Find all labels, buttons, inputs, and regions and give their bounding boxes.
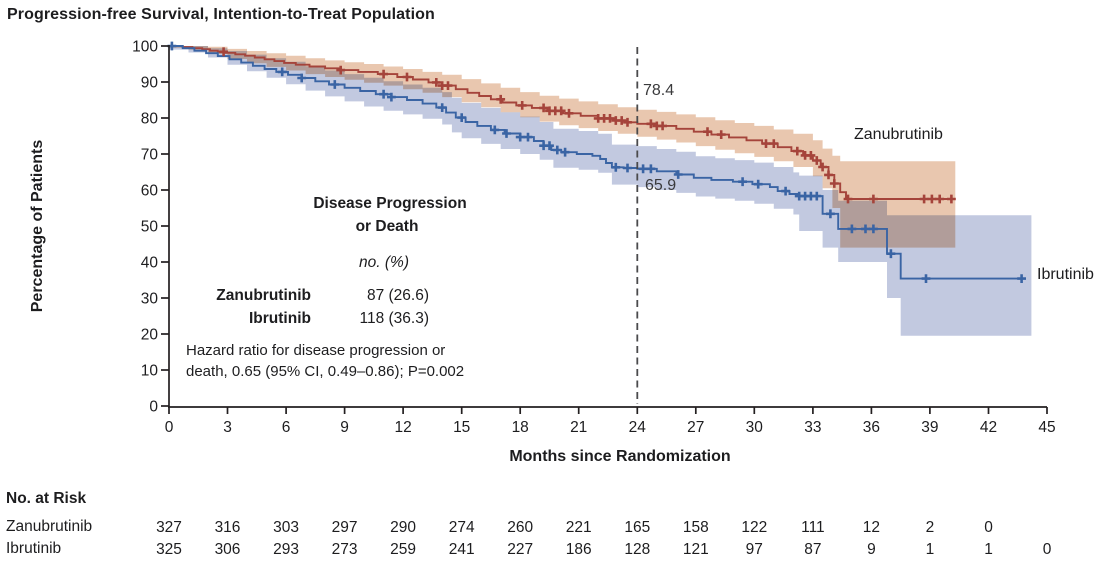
svg-text:122: 122: [741, 519, 767, 536]
svg-text:27: 27: [687, 419, 704, 436]
svg-text:297: 297: [332, 519, 358, 536]
svg-text:327: 327: [156, 519, 182, 536]
svg-text:10: 10: [141, 363, 159, 380]
svg-text:97: 97: [746, 541, 763, 558]
inset-row-zanubrutinib-value: 87 (26.6): [366, 287, 429, 304]
svg-text:303: 303: [273, 519, 299, 536]
pfs-annotation-zanubrutinib: 78.4: [643, 82, 675, 99]
svg-text:90: 90: [141, 75, 159, 92]
svg-text:12: 12: [863, 519, 880, 536]
svg-text:30: 30: [141, 291, 159, 308]
curve-label-zanubrutinib: Zanubrutinib: [854, 126, 943, 143]
pfs-annotation-ibrutinib: 65.9: [645, 177, 677, 194]
svg-text:306: 306: [215, 541, 241, 558]
svg-text:227: 227: [507, 541, 533, 558]
svg-text:241: 241: [449, 541, 475, 558]
svg-text:121: 121: [683, 541, 709, 558]
svg-text:165: 165: [624, 519, 650, 536]
svg-text:30: 30: [746, 419, 764, 436]
svg-text:87: 87: [804, 541, 821, 558]
svg-text:128: 128: [624, 541, 650, 558]
svg-text:186: 186: [566, 541, 592, 558]
inset-row-zanubrutinib-name: Zanubrutinib: [216, 287, 311, 304]
svg-text:70: 70: [141, 147, 159, 164]
svg-text:1: 1: [984, 541, 993, 558]
svg-text:158: 158: [683, 519, 709, 536]
svg-text:60: 60: [141, 183, 159, 200]
svg-text:273: 273: [332, 541, 358, 558]
svg-text:221: 221: [566, 519, 592, 536]
svg-text:9: 9: [867, 541, 876, 558]
svg-text:274: 274: [449, 519, 475, 536]
svg-text:45: 45: [1038, 419, 1055, 436]
svg-text:100: 100: [132, 39, 158, 56]
svg-text:293: 293: [273, 541, 299, 558]
svg-text:111: 111: [801, 519, 825, 536]
hazard-ratio-line1: Hazard ratio for disease progression or: [186, 342, 446, 359]
svg-text:80: 80: [141, 111, 159, 128]
svg-text:259: 259: [390, 541, 416, 558]
svg-text:325: 325: [156, 541, 182, 558]
svg-text:2: 2: [926, 519, 935, 536]
curve-label-ibrutinib: Ibrutinib: [1037, 266, 1094, 283]
svg-text:21: 21: [570, 419, 587, 436]
svg-text:20: 20: [141, 327, 159, 344]
svg-text:0: 0: [149, 399, 158, 416]
svg-text:42: 42: [980, 419, 997, 436]
svg-text:0: 0: [1043, 541, 1052, 558]
svg-text:50: 50: [141, 219, 159, 236]
svg-text:33: 33: [804, 419, 821, 436]
svg-text:15: 15: [453, 419, 470, 436]
svg-text:36: 36: [863, 419, 880, 436]
svg-text:12: 12: [394, 419, 411, 436]
svg-text:18: 18: [512, 419, 529, 436]
y-axis-label: Percentage of Patients: [29, 139, 46, 313]
x-axis-label: Months since Randomization: [509, 448, 731, 465]
inset-row-ibrutinib-name: Ibrutinib: [249, 310, 311, 327]
inset-unit-label: no. (%): [359, 254, 409, 271]
risk-row-label-zanubrutinib: Zanubrutinib: [6, 518, 93, 535]
svg-text:260: 260: [507, 519, 533, 536]
svg-text:0: 0: [984, 519, 993, 536]
svg-text:9: 9: [340, 419, 349, 436]
svg-text:40: 40: [141, 255, 159, 272]
svg-text:3: 3: [223, 419, 232, 436]
hazard-ratio-line2: death, 0.65 (95% CI, 0.49–0.86); P=0.002: [186, 363, 465, 380]
figure-title: Progression-free Survival, Intention-to-…: [7, 6, 435, 23]
svg-text:0: 0: [165, 419, 174, 436]
inset-row-ibrutinib-value: 118 (36.3): [359, 310, 429, 327]
svg-text:24: 24: [629, 419, 647, 436]
svg-text:1: 1: [926, 541, 935, 558]
risk-row-label-ibrutinib: Ibrutinib: [6, 540, 62, 557]
svg-text:39: 39: [921, 419, 938, 436]
svg-text:316: 316: [215, 519, 241, 536]
risk-table-heading: No. at Risk: [6, 490, 87, 507]
inset-heading-line2: or Death: [355, 218, 419, 235]
svg-text:290: 290: [390, 519, 416, 536]
inset-heading-line1: Disease Progression: [313, 195, 467, 212]
svg-text:6: 6: [282, 419, 291, 436]
